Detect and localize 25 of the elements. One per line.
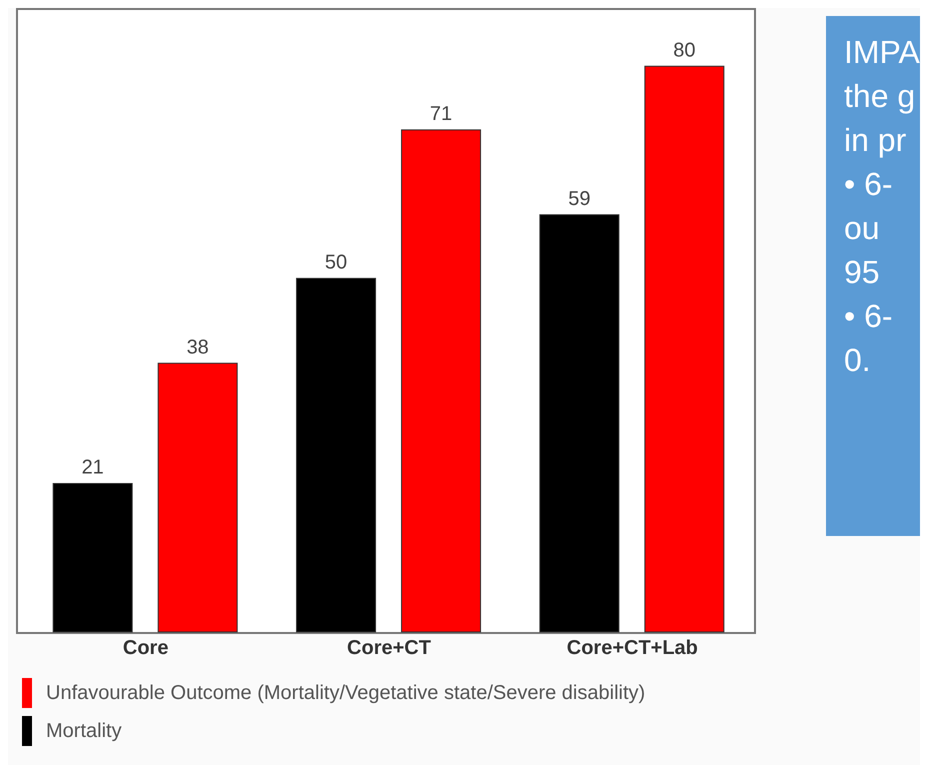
x-tick-label: Core+CT [347,637,431,660]
text: the g [844,77,916,116]
text: in pr [844,121,908,160]
data-label: 38 [186,336,209,358]
bar [52,483,133,632]
bar [401,129,482,632]
data-label: 80 [673,39,696,62]
text: IMPA [844,33,920,72]
legend-label: Mortality [46,720,122,742]
text: 95 [844,253,881,292]
x-tick-label: Core+CT+Lab [566,637,698,660]
data-label: 71 [430,102,452,125]
data-label: 21 [82,456,104,478]
data-label: 50 [324,251,348,274]
x-tick-label: Core [122,637,168,660]
bar [158,362,238,632]
text: • 6- [844,297,894,336]
bar [539,214,620,632]
legend-label: Unfavourable Outcome (Mortality/Vegetative state/Severe disability) [46,682,646,704]
bar [644,66,724,632]
bar [296,278,376,632]
data-label: 59 [568,188,590,210]
text: • 6- [844,165,894,204]
text: 0. [844,341,872,380]
text: ou [844,209,881,248]
